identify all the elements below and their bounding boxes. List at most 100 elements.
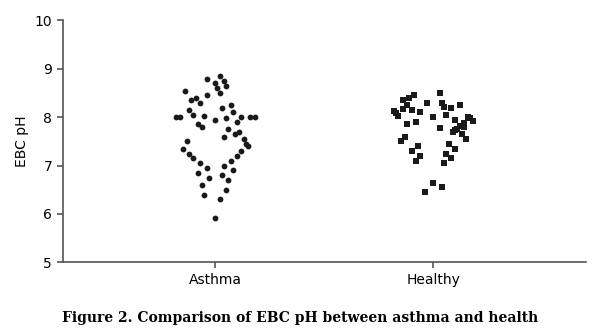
Point (241, 141, 251, 147)
Point (459, 124, 469, 130)
Point (450, 117, 460, 122)
Point (435, 91, 445, 96)
Point (232, 119, 242, 125)
Point (439, 161, 449, 166)
Point (210, 81, 220, 86)
Point (230, 132, 240, 137)
Point (215, 73, 224, 79)
Point (398, 98, 407, 103)
Point (394, 113, 403, 119)
Point (448, 129, 458, 134)
Y-axis label: EBC pH: EBC pH (15, 116, 29, 167)
Point (186, 98, 196, 103)
Point (411, 158, 421, 163)
Point (226, 103, 236, 108)
Point (435, 125, 445, 131)
Point (182, 139, 192, 144)
Point (210, 117, 220, 122)
Point (195, 161, 205, 166)
Point (226, 158, 236, 163)
Point (391, 111, 401, 116)
Point (415, 153, 425, 158)
Point (389, 109, 399, 114)
Point (197, 124, 207, 130)
Point (413, 144, 423, 149)
Point (221, 187, 231, 193)
Point (221, 83, 231, 89)
Point (171, 114, 181, 120)
Point (442, 151, 451, 156)
Point (245, 114, 255, 120)
Point (461, 136, 471, 142)
Point (407, 149, 416, 154)
Point (442, 112, 451, 117)
Point (193, 170, 203, 175)
Point (455, 123, 465, 129)
Point (210, 215, 220, 220)
Point (459, 120, 469, 126)
Point (193, 122, 203, 127)
Point (455, 103, 465, 108)
Point (221, 115, 231, 121)
Point (463, 114, 473, 120)
Point (185, 107, 194, 113)
Point (224, 177, 233, 183)
Point (202, 93, 212, 98)
Point (407, 107, 416, 113)
Point (234, 129, 244, 134)
Point (232, 153, 242, 158)
Point (195, 100, 205, 105)
Point (213, 86, 222, 91)
Point (228, 168, 237, 173)
Point (446, 156, 456, 161)
Point (178, 146, 188, 151)
Point (429, 114, 438, 120)
Point (237, 149, 246, 154)
Point (219, 134, 229, 139)
Point (189, 156, 198, 161)
Point (204, 175, 213, 180)
Text: Figure 2. Comparison of EBC pH between asthma and health: Figure 2. Comparison of EBC pH between a… (63, 311, 538, 325)
Point (396, 139, 406, 144)
Point (239, 136, 248, 142)
Point (429, 180, 438, 185)
Point (215, 197, 224, 202)
Point (217, 105, 227, 110)
Point (402, 122, 412, 127)
Point (422, 100, 432, 105)
Point (439, 104, 449, 109)
Point (185, 151, 194, 156)
Point (438, 185, 447, 190)
Point (450, 127, 460, 133)
Point (217, 173, 227, 178)
Point (237, 114, 246, 120)
Point (215, 91, 224, 96)
Point (202, 76, 212, 81)
Point (197, 182, 207, 188)
Point (450, 146, 460, 151)
Point (457, 132, 466, 137)
Point (402, 102, 412, 107)
Point (175, 114, 185, 120)
Point (415, 110, 425, 115)
Point (466, 115, 475, 121)
Point (249, 114, 259, 120)
Point (409, 93, 418, 98)
Point (219, 163, 229, 168)
Point (219, 78, 229, 84)
Point (200, 113, 209, 119)
Point (453, 127, 462, 132)
Point (411, 119, 421, 125)
Point (420, 190, 430, 195)
Point (468, 118, 477, 124)
Point (189, 112, 198, 117)
Point (446, 105, 456, 110)
Point (224, 127, 233, 132)
Point (180, 88, 189, 93)
Point (243, 144, 253, 149)
Point (438, 100, 447, 105)
Point (398, 106, 407, 111)
Point (404, 95, 414, 100)
Point (400, 134, 410, 139)
Point (191, 95, 201, 100)
